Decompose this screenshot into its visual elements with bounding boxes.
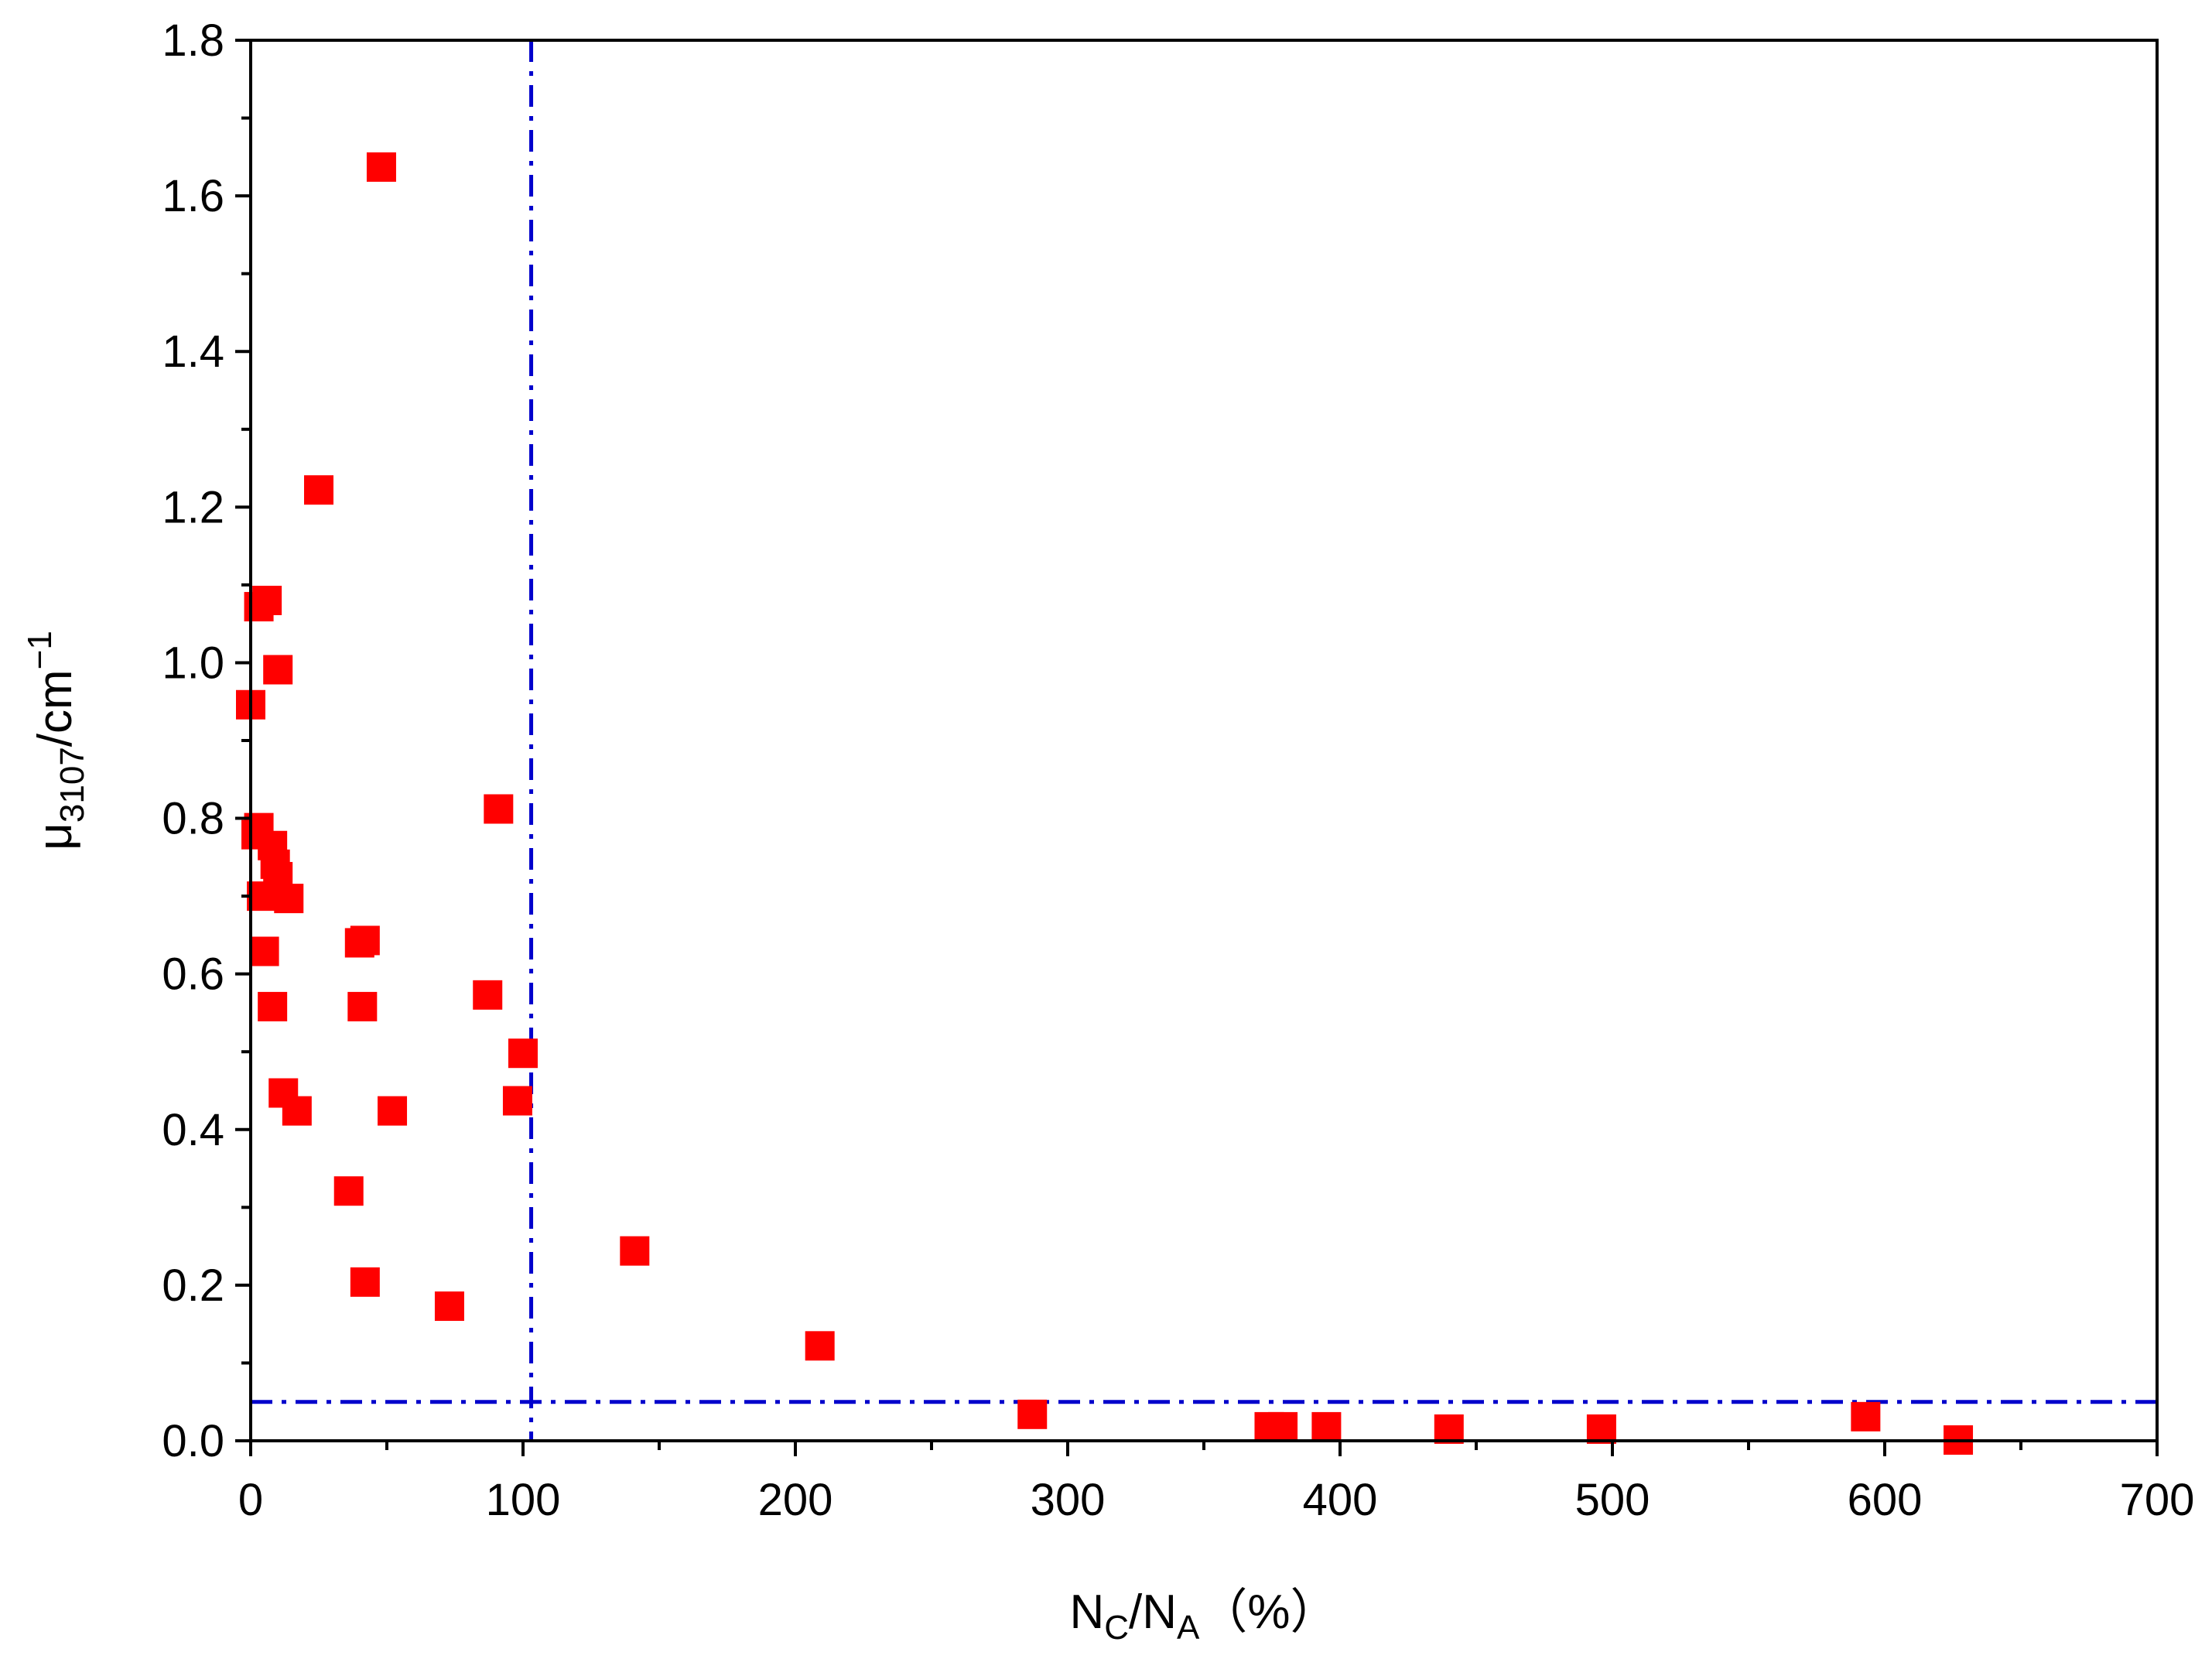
y-tick-label: 0.8 [162, 794, 224, 844]
data-point [502, 1086, 532, 1116]
x-axis: 0 100 200 300 400 500 600 700 [238, 1441, 2195, 1525]
x-label-sub2: A [1177, 1609, 1200, 1647]
x-tick-label: 600 [1848, 1475, 1923, 1525]
data-point [263, 655, 293, 685]
y-label-unit: /cm [29, 669, 82, 747]
data-point [350, 1267, 380, 1297]
y-axis: 0.0 0.2 0.4 0.6 0.8 1.0 1.2 1.4 1.6 1.8 [162, 15, 251, 1466]
y-label-sup: −1 [21, 631, 59, 669]
data-point [1311, 1411, 1342, 1442]
data-point [620, 1236, 650, 1266]
y-axis-label: μ3107/cm−1 [21, 631, 91, 850]
data-point [1434, 1414, 1464, 1444]
x-axis-label: NC/NA（%） [1069, 1585, 1338, 1647]
x-tick-label: 0 [238, 1475, 263, 1525]
data-points [236, 152, 1974, 1455]
data-point [1851, 1401, 1881, 1432]
y-tick-label: 1.0 [162, 638, 224, 688]
y-tick-label: 1.6 [162, 171, 224, 221]
data-point [366, 152, 396, 182]
data-point [347, 991, 378, 1021]
data-point [258, 991, 288, 1021]
x-tick-label: 300 [1031, 1475, 1106, 1525]
x-tick-label: 200 [758, 1475, 833, 1525]
reference-lines [251, 40, 2157, 1441]
data-point [274, 884, 304, 914]
y-tick-label: 1.4 [162, 327, 224, 377]
x-tick-label: 400 [1303, 1475, 1378, 1525]
y-tick-label: 0.2 [162, 1260, 224, 1311]
data-point [282, 1096, 312, 1126]
x-label-unit: （%） [1199, 1585, 1338, 1639]
data-point [304, 475, 333, 505]
x-label-sub1: C [1104, 1609, 1129, 1647]
data-point [434, 1291, 464, 1322]
data-point [1017, 1399, 1048, 1429]
y-tick-label: 1.2 [162, 482, 224, 532]
data-point [249, 936, 279, 966]
y-tick-label: 1.8 [162, 15, 224, 66]
data-point [252, 586, 282, 615]
plot-frame [249, 39, 2159, 1442]
data-point [378, 1096, 408, 1126]
data-point [484, 794, 514, 824]
data-point [350, 925, 380, 956]
y-label-sub: 3107 [53, 747, 91, 823]
y-tick-label: 0.6 [162, 949, 224, 1000]
data-point [1268, 1411, 1298, 1442]
data-point [1586, 1414, 1616, 1444]
x-tick-label: 100 [486, 1475, 561, 1525]
x-label-main: N [1069, 1585, 1104, 1639]
x-tick-label: 700 [2120, 1475, 2195, 1525]
x-tick-label: 500 [1575, 1475, 1650, 1525]
y-tick-label: 0.4 [162, 1105, 224, 1155]
data-point [333, 1176, 364, 1206]
y-tick-label: 0.0 [162, 1416, 224, 1466]
y-label-main: μ [29, 823, 82, 850]
data-point [473, 980, 503, 1010]
x-label-sep: /N [1129, 1585, 1177, 1639]
data-point [508, 1038, 538, 1069]
data-point [805, 1331, 835, 1361]
